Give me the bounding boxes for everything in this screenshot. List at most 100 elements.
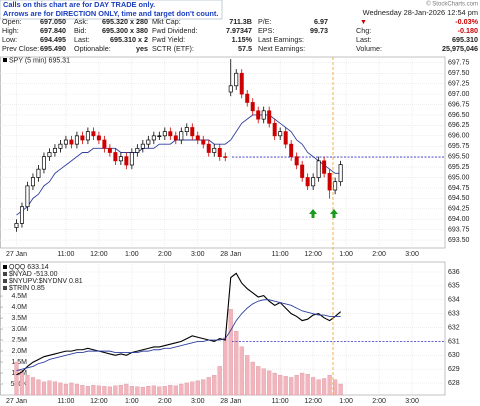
volume-bar [217,366,222,396]
y-tick-label: 694.25 [448,206,470,213]
x-tick-label: 2:00 [158,251,172,258]
plots: 27 Jan 11:00 12:00 1:00 2:00 3:00 28 Jan 11:00 1… [0,56,470,405]
volume-bar [85,386,90,396]
y-tick-label: 694.75 [448,185,470,192]
quote-value: 694.495 [40,35,66,44]
x-tick-label: 12:00 [90,398,108,405]
plot-area [0,56,446,249]
x-tick-label: 3:00 [405,398,419,405]
series-line [16,299,341,372]
y-tick-label: 694.50 [448,195,470,202]
quote-label: Prev Close: [2,44,39,53]
candle-body [289,143,294,158]
candle-body [305,177,310,187]
candle-body [168,131,173,137]
legend-label: $NYAD -513.00 [9,271,58,278]
volume-bar [256,366,261,396]
y-tick-label: 695.75 [448,143,470,150]
y-tick-label: 695.25 [448,164,470,171]
quote-label: SCTR (ETF): [152,44,194,53]
candle-body [294,156,299,166]
legend-swatch [3,279,7,283]
candle-body [102,139,107,149]
volume-bar [124,383,129,396]
y-tick-label: 697.50 [448,70,470,77]
y-tick-label: 697.00 [448,91,470,98]
quote-value: 57.5 [238,44,252,53]
candle-body [201,139,206,145]
y-tick-label: 697.25 [448,81,470,88]
volume-bar [338,383,343,396]
volume-bar [179,383,184,396]
volume-bar [278,375,283,396]
legend-label: SPY (5 min) 695.31 [9,57,70,64]
y-tick-label: 696.75 [448,101,470,108]
quote-label: Last Earnings: [258,35,304,44]
volume-bar [25,375,30,396]
volume-bar [41,381,47,396]
candle-body [190,127,195,137]
volume-bar [305,373,310,396]
candle-body [107,147,112,153]
candle-body [96,135,101,141]
volume-bar [146,386,151,396]
quote-label: Chg: [356,26,371,35]
candle-body [217,147,222,158]
y-tick-label: 694.00 [448,216,470,223]
y2-tick-label: 629 [448,366,460,373]
x-tick-label: 28 Jan [220,251,241,258]
quote-value: 695.310 [452,35,478,44]
x-tick-label: 2:00 [372,398,386,405]
y2-tick-label: 633 [448,310,460,317]
candle-body [300,164,305,178]
x-tick-label: 11:00 [57,251,74,258]
x-tick-label: 11:00 [57,398,74,405]
quote-label: Optionable: [74,44,111,53]
quote-value: 697.840 [40,26,66,35]
annotation-line: Arrows are for DIRECTION ONLY, time and … [3,9,218,18]
quote-label: Open: [2,17,22,26]
volume-bar [316,379,321,396]
candle-body [69,139,74,145]
quote-value: yes [136,44,148,53]
volume-bar [206,377,211,396]
y2-tick-label: 634 [448,297,460,304]
y-tick-label: 500K [11,381,28,388]
x-tick-label: 28 Jan [220,398,241,405]
candle-body [316,160,321,178]
volume-bar [19,370,25,396]
x-tick-label: 3:00 [405,251,419,258]
candle-body [250,102,255,112]
legend-swatch [3,58,7,62]
volume-bar [333,379,338,396]
down-arrow-icon: ▼ [360,19,367,26]
legend-label: $TRIN 0.85 [9,285,45,292]
volume-bar [267,370,272,396]
y2-tick-label: 635 [448,283,460,290]
volume-bar [157,386,162,396]
quote-label: Last: [74,35,90,44]
up-arrow [330,209,338,218]
candle-body [118,156,123,162]
quote-label: Fwd Dividend: [152,26,198,35]
candle-body [179,131,184,141]
candle-body [14,223,19,228]
x-tick-label: 1:00 [339,251,353,258]
volume-bar [58,382,63,396]
candle-body [63,139,68,145]
candle-body [256,110,261,120]
candle-body [267,110,272,124]
candle-body [261,110,266,120]
candle-body [234,72,239,87]
candle-body [80,135,85,141]
y-tick-label: 4.5M [11,293,27,300]
y-tick-label: 3.5M [11,315,27,322]
y-tick-label: 695.50 [448,154,470,161]
candle-body [322,160,327,174]
volume-bar [69,382,74,396]
volume-bar [47,380,52,396]
y-tick-label: 693.75 [448,226,470,233]
volume-bar [30,377,36,396]
volume-bar [300,372,305,396]
